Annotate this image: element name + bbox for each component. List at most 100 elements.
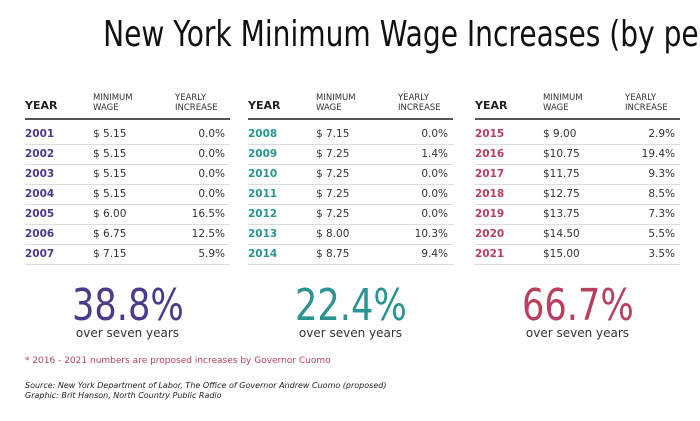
wage: $ 6.00 <box>93 208 127 220</box>
table-row: 2003 $ 5.15 0.0% <box>25 164 230 185</box>
source: Source: New York Department of Labor, Th… <box>25 381 387 390</box>
column-header: YEAR <box>248 99 281 112</box>
year: 2012 <box>248 208 278 220</box>
table-row: 2021 $15.00 3.5% <box>475 244 680 265</box>
table-row: 2009 $ 7.25 1.4% <box>248 144 453 165</box>
year: 2020 <box>475 228 505 240</box>
wage: $ 7.15 <box>93 248 127 260</box>
increase: 0.0% <box>198 148 225 160</box>
increase: 0.0% <box>421 208 448 220</box>
year: 2011 <box>248 188 278 200</box>
increase: 0.0% <box>421 128 448 140</box>
table-row: 2008 $ 7.15 0.0% <box>248 124 453 145</box>
increase: 16.5% <box>191 208 225 220</box>
year: 2007 <box>25 248 55 260</box>
year: 2001 <box>25 128 55 140</box>
header-row: YEAR MINIMUM WAGE YEARLY INCREASE <box>25 84 230 120</box>
table-row: 2013 $ 8.00 10.3% <box>248 224 453 245</box>
table-row: 2001 $ 5.15 0.0% <box>25 124 230 145</box>
wage: $ 7.15 <box>316 128 350 140</box>
total-wrap: 22.4% <box>248 280 453 331</box>
increase: 5.9% <box>198 248 225 260</box>
total-wrap: 38.8% <box>25 280 230 331</box>
wage: $ 8.75 <box>316 248 350 260</box>
table-row: 2011 $ 7.25 0.0% <box>248 184 453 205</box>
panel: YEAR MINIMUM WAGE YEARLY INCREASE 2001 $ 5.1… <box>25 84 230 354</box>
increase: 9.4% <box>421 248 448 260</box>
wage: $ 9.00 <box>543 128 577 140</box>
year: 2018 <box>475 188 505 200</box>
year: 2009 <box>248 148 278 160</box>
total-note: over seven years <box>525 326 630 340</box>
wage: $ 8.00 <box>316 228 350 240</box>
table-row: 2018 $12.75 8.5% <box>475 184 680 205</box>
wage: $ 7.25 <box>316 168 350 180</box>
column-header: YEARLY INCREASE <box>175 93 218 113</box>
year: 2003 <box>25 168 55 180</box>
increase: 3.5% <box>648 248 675 260</box>
year: 2015 <box>475 128 505 140</box>
year: 2021 <box>475 248 505 260</box>
increase: 10.3% <box>414 228 448 240</box>
year: 2002 <box>25 148 55 160</box>
total: 22.4% <box>294 280 407 331</box>
increase: 7.3% <box>648 208 675 220</box>
wage: $10.75 <box>543 148 580 160</box>
increase: 0.0% <box>421 188 448 200</box>
increase: 9.3% <box>648 168 675 180</box>
table-row: 2019 $13.75 7.3% <box>475 204 680 225</box>
wage: $ 5.15 <box>93 168 127 180</box>
table-row: 2014 $ 8.75 9.4% <box>248 244 453 265</box>
year: 2019 <box>475 208 505 220</box>
wage: $ 5.15 <box>93 148 127 160</box>
year: 2008 <box>248 128 278 140</box>
increase: 0.0% <box>421 168 448 180</box>
wage: $ 7.25 <box>316 208 350 220</box>
table-row: 2007 $ 7.15 5.9% <box>25 244 230 265</box>
title: New York Minimum Wage Increases (by perc… <box>103 14 700 55</box>
column-header: MINIMUM WAGE <box>543 93 583 113</box>
table-row: 2005 $ 6.00 16.5% <box>25 204 230 225</box>
wage: $ 7.25 <box>316 148 350 160</box>
column-header: YEARLY INCREASE <box>398 93 441 113</box>
year: 2004 <box>25 188 55 200</box>
table-row: 2010 $ 7.25 0.0% <box>248 164 453 185</box>
column-header: YEAR <box>25 99 58 112</box>
year: 2016 <box>475 148 505 160</box>
table-row: 2004 $ 5.15 0.0% <box>25 184 230 205</box>
increase: 2.9% <box>648 128 675 140</box>
footnote: * 2016 - 2021 numbers are proposed incre… <box>25 356 331 366</box>
year: 2006 <box>25 228 55 240</box>
increase: 19.4% <box>641 148 675 160</box>
year: 2013 <box>248 228 278 240</box>
column-header: MINIMUM WAGE <box>93 93 133 113</box>
wage: $ 5.15 <box>93 128 127 140</box>
wage: $12.75 <box>543 188 580 200</box>
total-note: over seven years <box>75 326 180 340</box>
total: 66.7% <box>521 280 634 331</box>
wage: $14.50 <box>543 228 580 240</box>
table-row: 2002 $ 5.15 0.0% <box>25 144 230 165</box>
column-header: MINIMUM WAGE <box>316 93 356 113</box>
table-row: 2006 $ 6.75 12.5% <box>25 224 230 245</box>
wage: $11.75 <box>543 168 580 180</box>
total-note: over seven years <box>298 326 403 340</box>
column-header: YEAR <box>475 99 508 112</box>
panel: YEAR MINIMUM WAGE YEARLY INCREASE 2008 $ 7.1… <box>248 84 453 354</box>
wage: $15.00 <box>543 248 580 260</box>
increase: 8.5% <box>648 188 675 200</box>
credit: Graphic: Brit Hanson, North Country Publ… <box>25 391 222 400</box>
increase: 5.5% <box>648 228 675 240</box>
wage: $ 7.25 <box>316 188 350 200</box>
year: 2014 <box>248 248 278 260</box>
total-wrap: 66.7% <box>475 280 680 331</box>
increase: 1.4% <box>421 148 448 160</box>
increase: 12.5% <box>191 228 225 240</box>
header-row: YEAR MINIMUM WAGE YEARLY INCREASE <box>248 84 453 120</box>
table-row: 2012 $ 7.25 0.0% <box>248 204 453 225</box>
year: 2010 <box>248 168 278 180</box>
header-row: YEAR MINIMUM WAGE YEARLY INCREASE <box>475 84 680 120</box>
wage: $ 5.15 <box>93 188 127 200</box>
table-row: 2015 $ 9.00 2.9% <box>475 124 680 145</box>
